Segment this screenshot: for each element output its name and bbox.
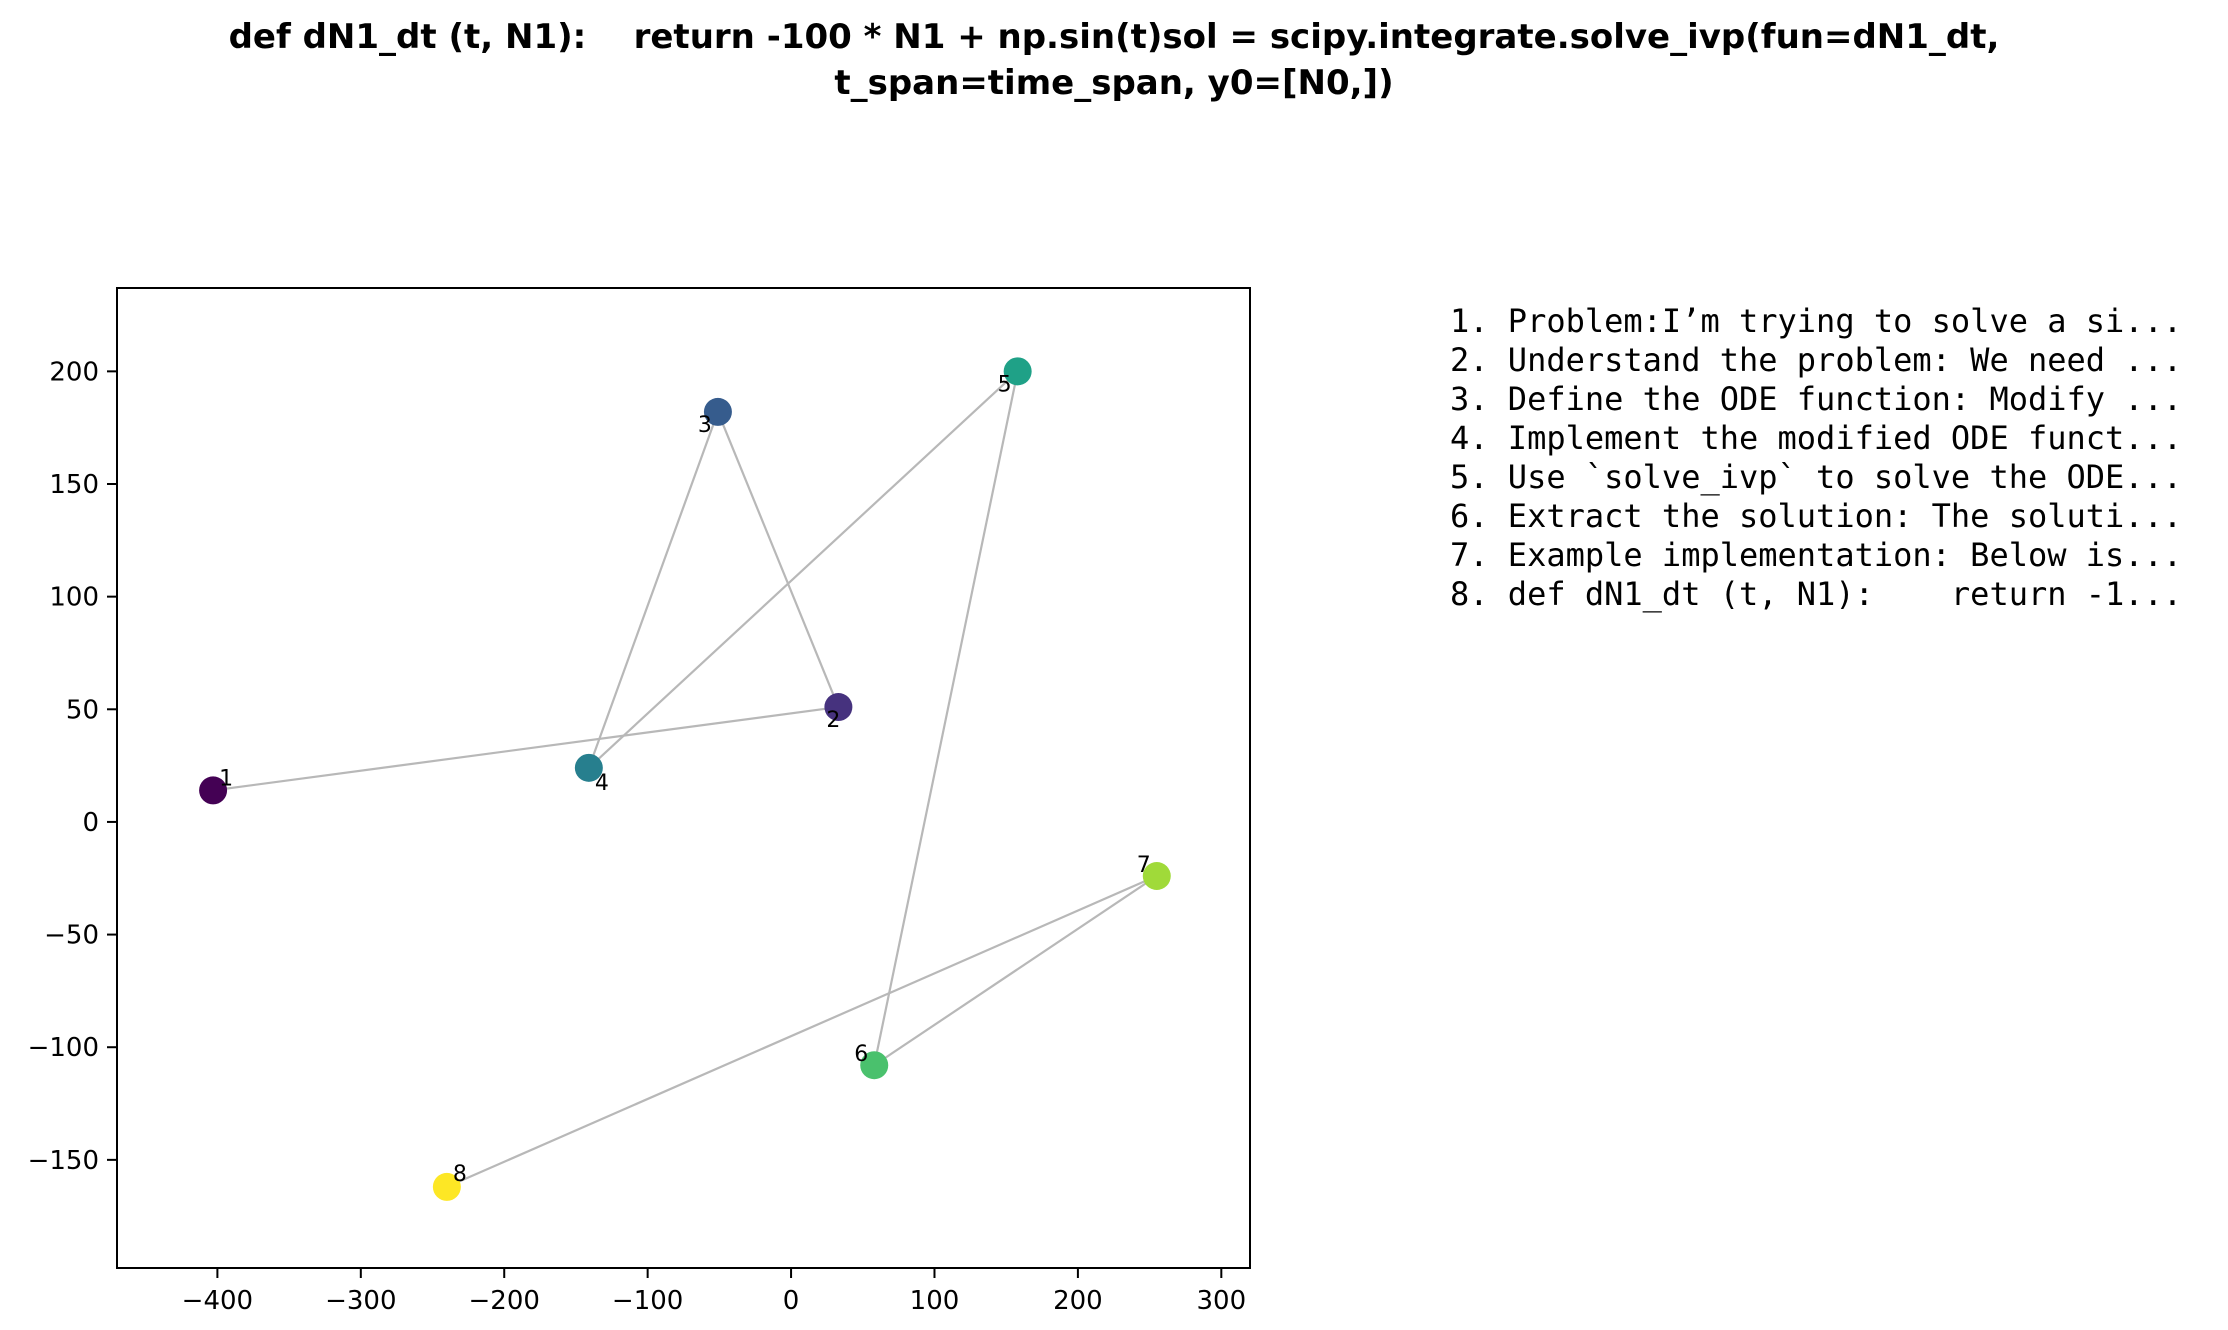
edge-line-7-8 [446, 874, 1158, 1188]
edges-layer [212, 370, 1158, 1188]
y-tick-label: 100 [49, 583, 99, 613]
y-tick-label: −100 [28, 1033, 99, 1063]
y-axis: −150 −100 −50 0 50 100 150 200 [28, 357, 117, 1176]
edge-line-6-7 [873, 875, 1158, 1067]
plot-area-frame [116, 287, 1251, 1269]
step-legend-item: 8. def dN1_dt (t, N1): return -1... [1450, 575, 2183, 613]
x-tick-label: 200 [1053, 1286, 1103, 1316]
step-legend-item: 2. Understand the problem: We need ... [1450, 341, 2183, 379]
data-point-3 [703, 397, 732, 426]
chart-title-line-1: def dN1_dt (t, N1): return -100 * N1 + n… [228, 17, 2000, 57]
edge-line-3-4 [587, 411, 719, 769]
points-layer [199, 357, 1171, 1201]
point-label-1: 1 [219, 766, 233, 791]
x-tick-label: −400 [182, 1286, 253, 1316]
y-tick-label: 200 [49, 357, 99, 387]
point-label-8: 8 [453, 1162, 467, 1187]
point-label-5: 5 [998, 372, 1012, 397]
data-point-8 [432, 1172, 461, 1201]
chart-title: def dN1_dt (t, N1): return -100 * N1 + n… [0, 14, 2228, 106]
x-tick-label: 300 [1196, 1286, 1246, 1316]
step-legend: 1. Problem:I’m trying to solve a si... 2… [1450, 302, 2182, 614]
chart-title-line-2: t_span=time_span, y0=[N0,]) [834, 63, 1394, 103]
edge-line-1-2 [212, 705, 839, 792]
y-tick-label: −50 [44, 921, 99, 951]
point-labels-layer: 1 2 3 4 5 6 7 8 [219, 372, 1151, 1187]
x-tick-label: −300 [325, 1286, 396, 1316]
x-axis: −400 −300 −200 −100 0 100 200 300 [182, 1268, 1246, 1316]
data-point-4 [574, 753, 603, 782]
point-label-2: 2 [826, 708, 840, 733]
x-tick-label: 0 [783, 1286, 800, 1316]
point-label-4: 4 [595, 771, 609, 796]
data-point-6 [860, 1051, 889, 1080]
step-legend-item: 1. Problem:I’m trying to solve a si... [1450, 302, 2183, 340]
step-legend-item: 3. Define the ODE function: Modify ... [1450, 380, 2183, 418]
step-legend-item: 4. Implement the modified ODE funct... [1450, 419, 2183, 457]
step-legend-item: 5. Use `solve_ivp` to solve the ODE... [1450, 458, 2183, 496]
step-legend-item: 6. Extract the solution: The soluti... [1450, 497, 2183, 535]
y-tick-label: −150 [28, 1146, 99, 1176]
x-tick-label: −100 [612, 1286, 683, 1316]
y-tick-label: 50 [66, 695, 99, 725]
data-point-2 [824, 693, 853, 722]
x-tick-label: −200 [469, 1286, 540, 1316]
edge-line-2-3 [716, 411, 840, 708]
point-label-3: 3 [698, 413, 712, 438]
point-label-7: 7 [1137, 853, 1151, 878]
data-point-7 [1142, 862, 1171, 890]
data-point-5 [1003, 357, 1032, 386]
point-label-6: 6 [854, 1042, 868, 1067]
y-tick-label: 150 [49, 470, 99, 500]
x-tick-label: 100 [910, 1286, 960, 1316]
edge-line-4-5 [588, 370, 1019, 769]
step-legend-item: 7. Example implementation: Below is... [1450, 536, 2183, 574]
data-point-1 [199, 776, 228, 805]
edge-line-5-6 [873, 371, 1019, 1066]
y-tick-label: 0 [82, 808, 99, 838]
